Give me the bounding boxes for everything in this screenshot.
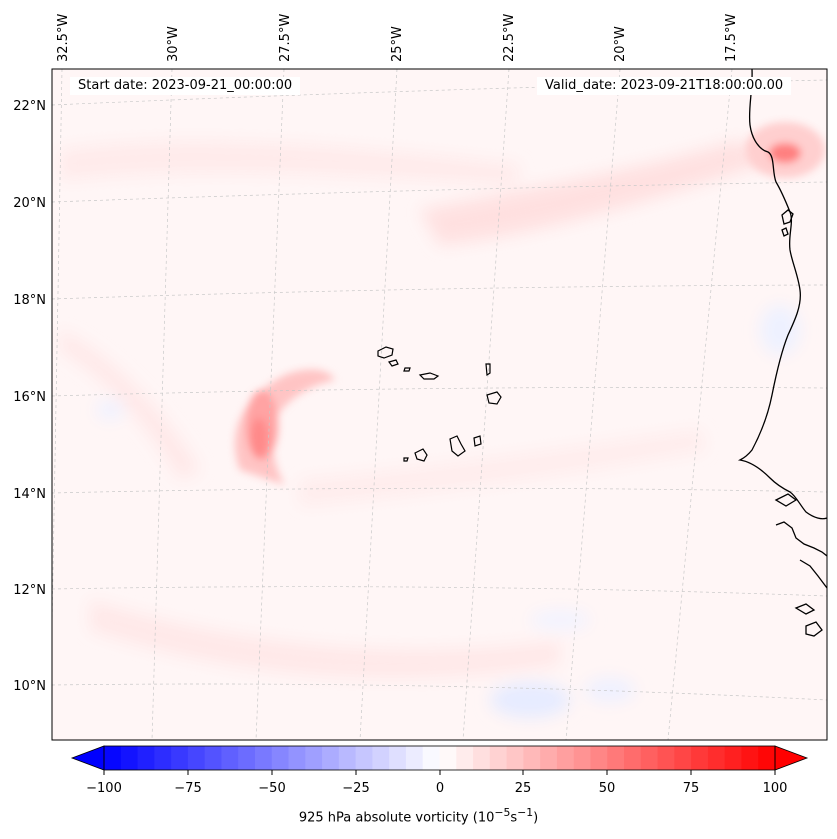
- colorbar-segment: [422, 746, 440, 770]
- coastal-vorticity-hotspot: [745, 122, 825, 178]
- cape-verde-islands: [377, 346, 502, 462]
- colorbar-tick-label: 25: [515, 781, 532, 796]
- lon-label: 20°W: [613, 26, 628, 62]
- colorbar-segment: [355, 746, 373, 770]
- colorbar-segment: [271, 746, 290, 770]
- colorbar-segment: [104, 746, 122, 770]
- colorbar-segment: [238, 746, 256, 770]
- colorbar-segment: [573, 746, 591, 770]
- colorbar-segment: [523, 746, 541, 770]
- colorbar-segment: [305, 746, 323, 770]
- colorbar-segment: [556, 746, 575, 770]
- gridlines: [52, 69, 827, 740]
- lat-label: 18°N: [13, 293, 46, 308]
- colorbar-tick-label: −100: [86, 781, 122, 796]
- map-panel: [52, 69, 827, 740]
- lon-label: 27.5°W: [278, 14, 293, 62]
- colorbar-segment: [691, 746, 709, 770]
- lat-label: 12°N: [13, 583, 46, 598]
- colorbar-tick-label: 100: [763, 781, 788, 796]
- colorbar-min-extend-arrow: [70, 745, 105, 771]
- colorbar-segment: [489, 746, 508, 770]
- colorbar-segment: [372, 746, 390, 770]
- colorbar: −100 −75 −50 −25 0 25 50 75 100: [70, 745, 809, 796]
- colorbar-tick-label: 0: [436, 781, 444, 796]
- lat-label: 16°N: [13, 390, 46, 405]
- colorbar-segment: [204, 746, 222, 770]
- african-coastline: [737, 69, 827, 637]
- colorbar-segment: [221, 746, 239, 770]
- colorbar-segment: [322, 746, 340, 770]
- colorbar-tick-labels: −100 −75 −50 −25 0 25 50 75 100: [86, 781, 787, 796]
- colorbar-segment: [456, 746, 474, 770]
- lon-label: 17.5°W: [724, 14, 739, 62]
- colorbar-segment: [187, 746, 206, 770]
- lon-label: 22.5°W: [502, 14, 517, 62]
- colorbar-segment: [154, 746, 172, 770]
- colorbar-segment: [640, 746, 659, 770]
- colorbar-segment: [741, 746, 759, 770]
- lon-label: 30°W: [166, 26, 181, 62]
- colorbar-segment: [724, 746, 742, 770]
- colorbar-segment: [657, 746, 675, 770]
- colorbar-segment: [439, 746, 457, 770]
- colorbar-segment: [137, 746, 155, 770]
- colorbar-segment: [707, 746, 726, 770]
- colorbar-segment: [473, 746, 491, 770]
- colorbar-ticks: [103, 770, 776, 775]
- colorbar-segment: [506, 746, 524, 770]
- colorbar-segment: [624, 746, 642, 770]
- map-frame: [51, 68, 828, 741]
- colorbar-max-extend-arrow: [774, 745, 809, 771]
- lat-label: 20°N: [13, 196, 46, 211]
- lon-label: 32.5°W: [56, 14, 71, 62]
- colorbar-segment: [674, 746, 692, 770]
- caption-main: 925 hPa absolute vorticity (10: [298, 810, 495, 826]
- latitude-labels: 22°N 20°N 18°N 16°N 14°N 12°N 10°N: [13, 99, 46, 694]
- lat-label: 10°N: [13, 679, 46, 694]
- valid-date-label: Valid_date: 2023-09-21T18:00:00.00: [537, 77, 792, 95]
- colorbar-segment: [758, 746, 776, 770]
- colorbar-segment: [254, 746, 273, 770]
- colorbar-segment: [540, 746, 558, 770]
- colorbar-segment: [590, 746, 608, 770]
- lon-label: 25°W: [390, 26, 405, 62]
- colorbar-tick-label: −50: [258, 781, 285, 796]
- lat-label: 22°N: [13, 99, 46, 114]
- colorbar-caption: 925 hPa absolute vorticity (10−5s−1): [0, 806, 837, 825]
- colorbar-tick-label: −75: [174, 781, 201, 796]
- colorbar-segment: [171, 746, 189, 770]
- colorbar-segments: [104, 746, 776, 770]
- colorbar-segment: [288, 746, 306, 770]
- lat-label: 14°N: [13, 487, 46, 502]
- longitude-labels: 32.5°W 30°W 27.5°W 25°W 22.5°W 20°W 17.5…: [56, 14, 739, 62]
- colorbar-segment: [389, 746, 407, 770]
- colorbar-segment: [338, 746, 357, 770]
- colorbar-segment: [120, 746, 139, 770]
- caption-unit-s: s: [510, 810, 518, 826]
- colorbar-tick-label: −25: [342, 781, 369, 796]
- caption-exponent-2: −1: [517, 806, 534, 819]
- caption-exponent-1: −5: [494, 806, 511, 819]
- colorbar-tick-label: 75: [683, 781, 700, 796]
- vorticity-field: [60, 140, 800, 718]
- colorbar-segment: [405, 746, 424, 770]
- colorbar-tick-label: 50: [599, 781, 616, 796]
- start-date-label: Start date: 2023-09-21_00:00:00: [70, 77, 301, 95]
- colorbar-segment: [607, 746, 625, 770]
- caption-end: ): [533, 810, 539, 826]
